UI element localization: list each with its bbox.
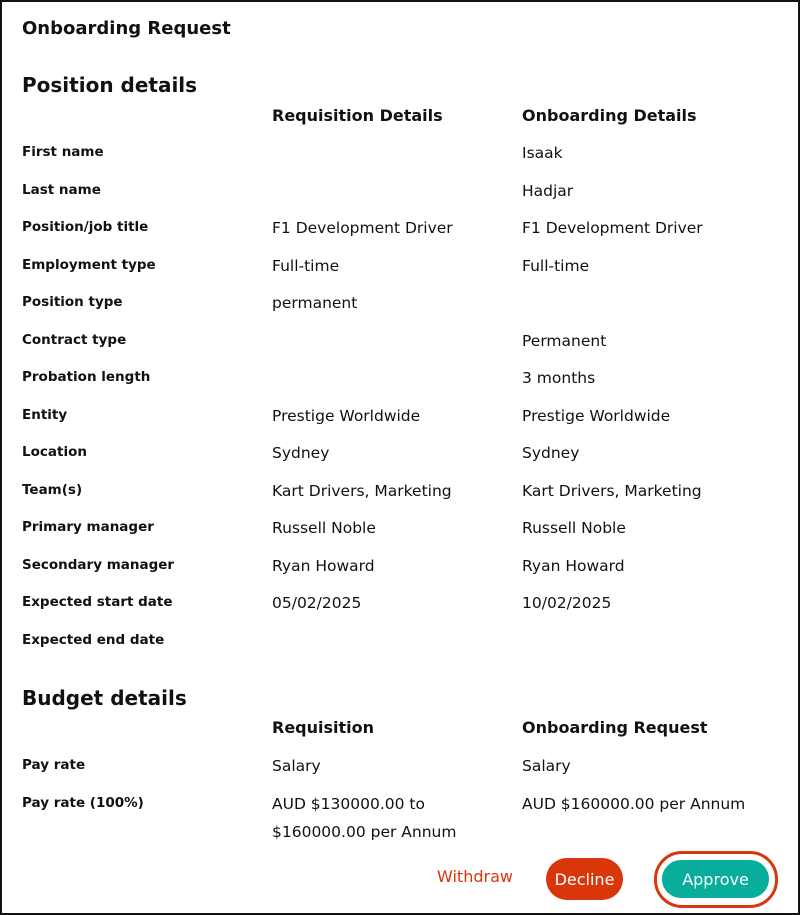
onboarding-value: 3 months	[522, 369, 596, 387]
row-label: Last name	[22, 181, 101, 198]
position-details-heading: Position details	[22, 73, 198, 97]
onboarding-value: Prestige Worldwide	[522, 406, 671, 425]
row-label: Employment type	[22, 256, 156, 273]
panel-title: Onboarding Request	[22, 18, 231, 39]
onboarding-value: Kart Drivers, Marketing	[522, 481, 702, 500]
onboarding-value: Russell Noble	[522, 519, 626, 537]
requisition-value: Sydney	[272, 444, 330, 462]
requisition-value: Ryan Howard	[272, 556, 375, 575]
onboarding-details-column-header: Onboarding Details	[522, 106, 697, 125]
requisition-value: 05/02/2025	[272, 594, 362, 612]
decline-button[interactable]: Decline	[546, 858, 623, 900]
row-label: Team(s)	[22, 481, 83, 498]
requisition-value: AUD $130000.00 to $160000.00 per Annum	[272, 794, 457, 841]
row-label: Pay rate	[22, 757, 86, 773]
row-label: Contract type	[22, 331, 127, 348]
requisition-value: F1 Development Driver	[272, 219, 453, 237]
onboarding-value: Full-time	[522, 256, 590, 275]
requisition-details-column-header: Requisition Details	[272, 106, 443, 125]
row-label: Expected start date	[22, 594, 173, 610]
row-label: Primary manager	[22, 519, 154, 535]
row-label: First name	[22, 144, 104, 160]
row-label: Secondary manager	[22, 556, 175, 573]
requisition-value: Russell Noble	[272, 519, 376, 537]
requisition-value: Kart Drivers, Marketing	[272, 481, 452, 500]
approve-button[interactable]: Approve	[660, 858, 771, 900]
budget-details-heading: Budget details	[22, 686, 187, 710]
onboarding-value: 10/02/2025	[522, 594, 612, 612]
approve-focus-ring	[654, 851, 778, 908]
onboarding-value: AUD $160000.00 per Annum	[522, 794, 746, 813]
requisition-value: permanent	[272, 294, 358, 312]
requisition-value: Full-time	[272, 256, 340, 275]
row-label: Position type	[22, 294, 123, 310]
requisition-value: Salary	[272, 757, 321, 775]
row-label: Location	[22, 444, 87, 460]
onboarding-value: Isaak	[522, 144, 563, 162]
onboarding-value: F1 Development Driver	[522, 219, 703, 237]
onboarding-value: Hadjar	[522, 181, 574, 200]
requisition-column-header: Requisition	[272, 718, 375, 737]
row-label: Probation length	[22, 369, 151, 385]
onboarding-value: Ryan Howard	[522, 556, 625, 575]
row-label: Pay rate (100%)	[22, 794, 144, 811]
onboarding-value: Sydney	[522, 444, 580, 462]
withdraw-button[interactable]: Withdraw	[420, 866, 530, 887]
onboarding-value: Salary	[522, 757, 571, 775]
row-label: Position/job title	[22, 219, 149, 235]
onboarding-request-column-header: Onboarding Request	[522, 718, 708, 737]
requisition-value: Prestige Worldwide	[272, 406, 421, 425]
row-label: Entity	[22, 406, 68, 423]
row-label: Expected end date	[22, 631, 165, 648]
onboarding-value: Permanent	[522, 331, 607, 350]
